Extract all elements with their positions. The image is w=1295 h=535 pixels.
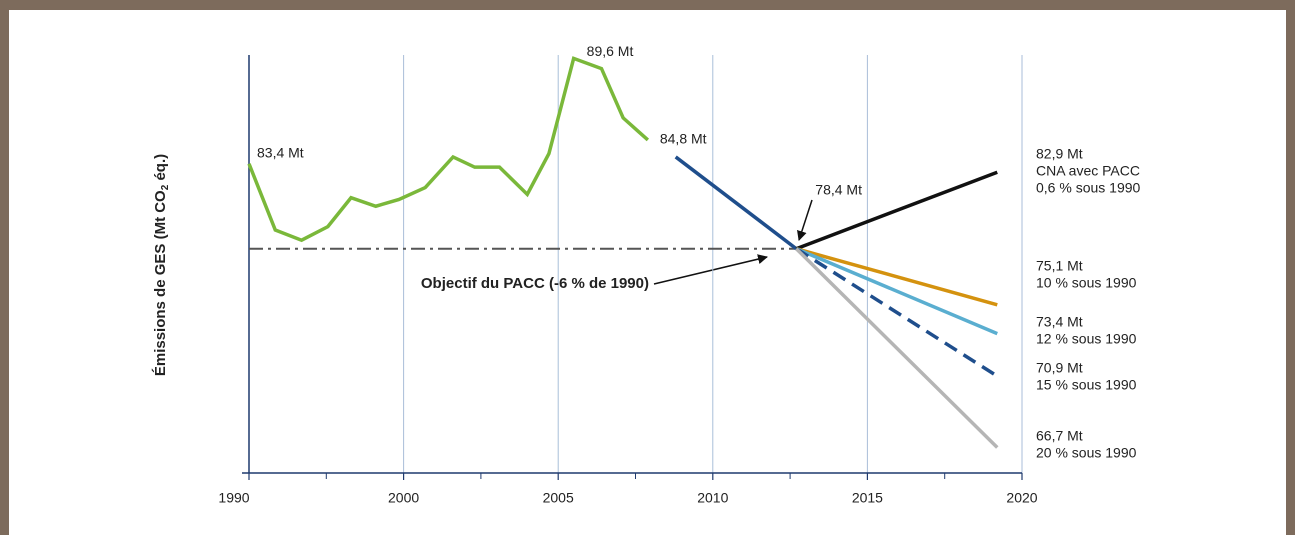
value-label: 84,8 Mt xyxy=(660,131,707,147)
x-tick-label: 2000 xyxy=(388,490,419,506)
scenario-note: 12 % sous 1990 xyxy=(1036,331,1137,347)
value-arrow xyxy=(797,199,813,241)
scenario-note: 20 % sous 1990 xyxy=(1036,445,1137,461)
value-label: 75,1 Mt xyxy=(1036,258,1083,274)
series-line xyxy=(795,247,998,336)
x-tick-label: 2010 xyxy=(697,490,728,506)
value-label: 89,6 Mt xyxy=(587,43,634,59)
y-label-text: Émissions de GES (Mt CO xyxy=(152,190,169,376)
x-tick-label: 2015 xyxy=(852,490,883,506)
x-tick-label: 2005 xyxy=(543,490,574,506)
value-label: 78,4 Mt xyxy=(815,181,862,197)
chart: Émissions de GES (Mt CO2 éq.) 1990 2000 20… xyxy=(152,43,1141,506)
scenario-note: 10 % sous 1990 xyxy=(1036,275,1137,291)
target-arrow xyxy=(653,254,768,285)
x-tick-label: 2020 xyxy=(1006,490,1037,506)
series-line xyxy=(674,155,798,251)
series-line xyxy=(795,170,998,251)
scenario-note: CNA avec PACC xyxy=(1036,163,1140,179)
value-label: 66,7 Mt xyxy=(1036,428,1083,444)
value-label: 73,4 Mt xyxy=(1036,314,1083,330)
scenario-note: 15 % sous 1990 xyxy=(1036,377,1137,393)
chart-frame: Émissions de GES (Mt CO2 éq.) 1990 2000 20… xyxy=(9,10,1286,535)
value-label: 83,4 Mt xyxy=(257,144,304,160)
series-line xyxy=(247,56,650,243)
value-label: 82,9 Mt xyxy=(1036,146,1083,162)
x-tick-label: 1990 xyxy=(218,490,249,506)
series-line xyxy=(795,247,999,449)
value-label: 70,9 Mt xyxy=(1036,360,1083,376)
series-line xyxy=(795,247,998,307)
series-line xyxy=(795,247,999,378)
y-label-sub: 2 xyxy=(160,184,171,190)
target-label: Objectif du PACC (-6 % de 1990) xyxy=(421,275,649,292)
y-axis-label: Émissions de GES (Mt CO2 éq.) xyxy=(152,154,171,376)
scenario-note: 0,6 % sous 1990 xyxy=(1036,180,1141,196)
y-label-tail: éq.) xyxy=(152,154,169,185)
